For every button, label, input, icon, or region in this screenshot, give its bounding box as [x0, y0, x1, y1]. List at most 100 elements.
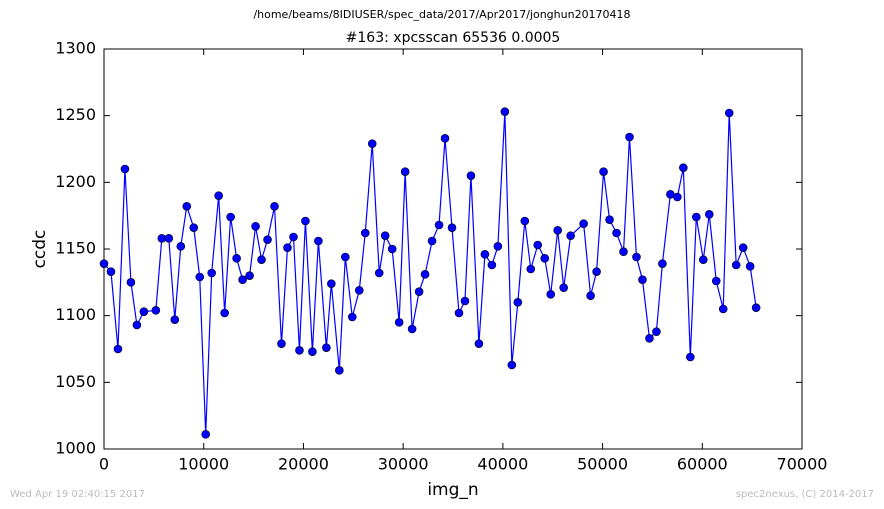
marker: [599, 167, 608, 176]
marker: [480, 250, 490, 259]
marker: [605, 215, 614, 224]
marker: [434, 220, 444, 230]
marker: [751, 303, 761, 312]
marker: [559, 283, 568, 292]
marker: [500, 107, 510, 116]
marker: [586, 291, 595, 300]
marker: [257, 255, 266, 264]
marker: [698, 255, 708, 264]
marker: [731, 260, 741, 270]
suptitle: /home/beams/8IDIUSER/spec_data/2017/Apr2…: [253, 8, 630, 21]
y-tick-label: 1300: [55, 39, 96, 58]
x-tick-label: 20000: [278, 455, 329, 474]
marker: [474, 339, 484, 348]
marker: [745, 262, 755, 271]
x-tick-label: 0: [99, 455, 109, 474]
marker: [686, 352, 695, 362]
marker: [367, 139, 377, 148]
marker: [625, 132, 634, 142]
marker: [711, 276, 721, 286]
x-tick-label: 30000: [378, 455, 429, 474]
marker: [289, 232, 298, 242]
x-tick-label: 70000: [777, 455, 828, 474]
y-tick-label: 1150: [55, 239, 96, 258]
marker: [232, 254, 241, 263]
marker: [238, 275, 247, 284]
marker: [414, 287, 424, 296]
marker: [201, 430, 211, 439]
marker: [612, 228, 621, 238]
marker: [99, 259, 109, 268]
x-axis-label: img_n: [427, 480, 478, 500]
marker: [263, 235, 272, 244]
marker: [295, 346, 304, 355]
marker: [645, 334, 654, 343]
marker: [195, 272, 205, 282]
marker: [440, 134, 450, 143]
marker: [226, 212, 235, 222]
marker: [277, 339, 286, 348]
marker: [673, 192, 682, 202]
chart-title: #163: xpcsscan 65536 0.0005: [346, 30, 561, 46]
marker: [189, 223, 199, 232]
marker: [533, 240, 543, 250]
y-tick-label: 1100: [55, 305, 96, 324]
marker: [447, 223, 457, 232]
marker: [619, 247, 628, 256]
marker: [106, 267, 116, 276]
marker: [652, 327, 661, 336]
marker: [520, 216, 530, 226]
marker: [454, 308, 464, 318]
marker: [400, 167, 410, 176]
x-tick-label: 60000: [677, 455, 728, 474]
footer-credit: spec2nexus, (C) 2014-2017: [736, 489, 874, 500]
y-tick-label: 1000: [55, 439, 96, 458]
marker: [513, 298, 523, 307]
marker: [724, 108, 734, 118]
footer-date: Wed Apr 19 02:40:15 2017: [10, 489, 145, 500]
marker: [658, 259, 667, 268]
marker: [341, 252, 350, 262]
x-tick-label: 50000: [577, 455, 628, 474]
marker: [301, 216, 310, 226]
marker: [692, 212, 701, 222]
marker: [394, 318, 404, 327]
marker: [120, 164, 130, 174]
marker: [526, 264, 536, 274]
marker: [322, 343, 331, 352]
marker: [387, 244, 397, 254]
marker: [335, 366, 344, 375]
y-tick-label: 1250: [55, 105, 96, 124]
marker: [360, 228, 370, 238]
marker: [126, 278, 136, 287]
marker: [507, 360, 517, 370]
marker: [460, 296, 470, 306]
marker: [718, 304, 728, 314]
marker: [207, 268, 216, 278]
x-tick-label: 40000: [477, 455, 528, 474]
marker: [466, 171, 476, 180]
y-tick-label: 1050: [55, 372, 96, 391]
marker: [308, 347, 317, 356]
marker: [164, 234, 174, 243]
marker: [132, 320, 142, 330]
marker: [427, 236, 437, 246]
marker: [220, 308, 229, 318]
marker: [182, 202, 192, 211]
marker: [420, 270, 430, 279]
marker: [314, 236, 323, 246]
marker: [374, 268, 384, 278]
marker: [704, 210, 714, 219]
marker: [540, 254, 550, 263]
marker: [270, 202, 279, 211]
marker: [113, 344, 123, 354]
marker: [245, 271, 254, 280]
marker: [327, 279, 336, 288]
marker: [592, 267, 601, 276]
marker: [493, 242, 503, 251]
marker: [380, 231, 390, 240]
y-axis-label: ccdc: [30, 230, 50, 269]
marker: [579, 219, 588, 228]
marker: [553, 226, 563, 235]
